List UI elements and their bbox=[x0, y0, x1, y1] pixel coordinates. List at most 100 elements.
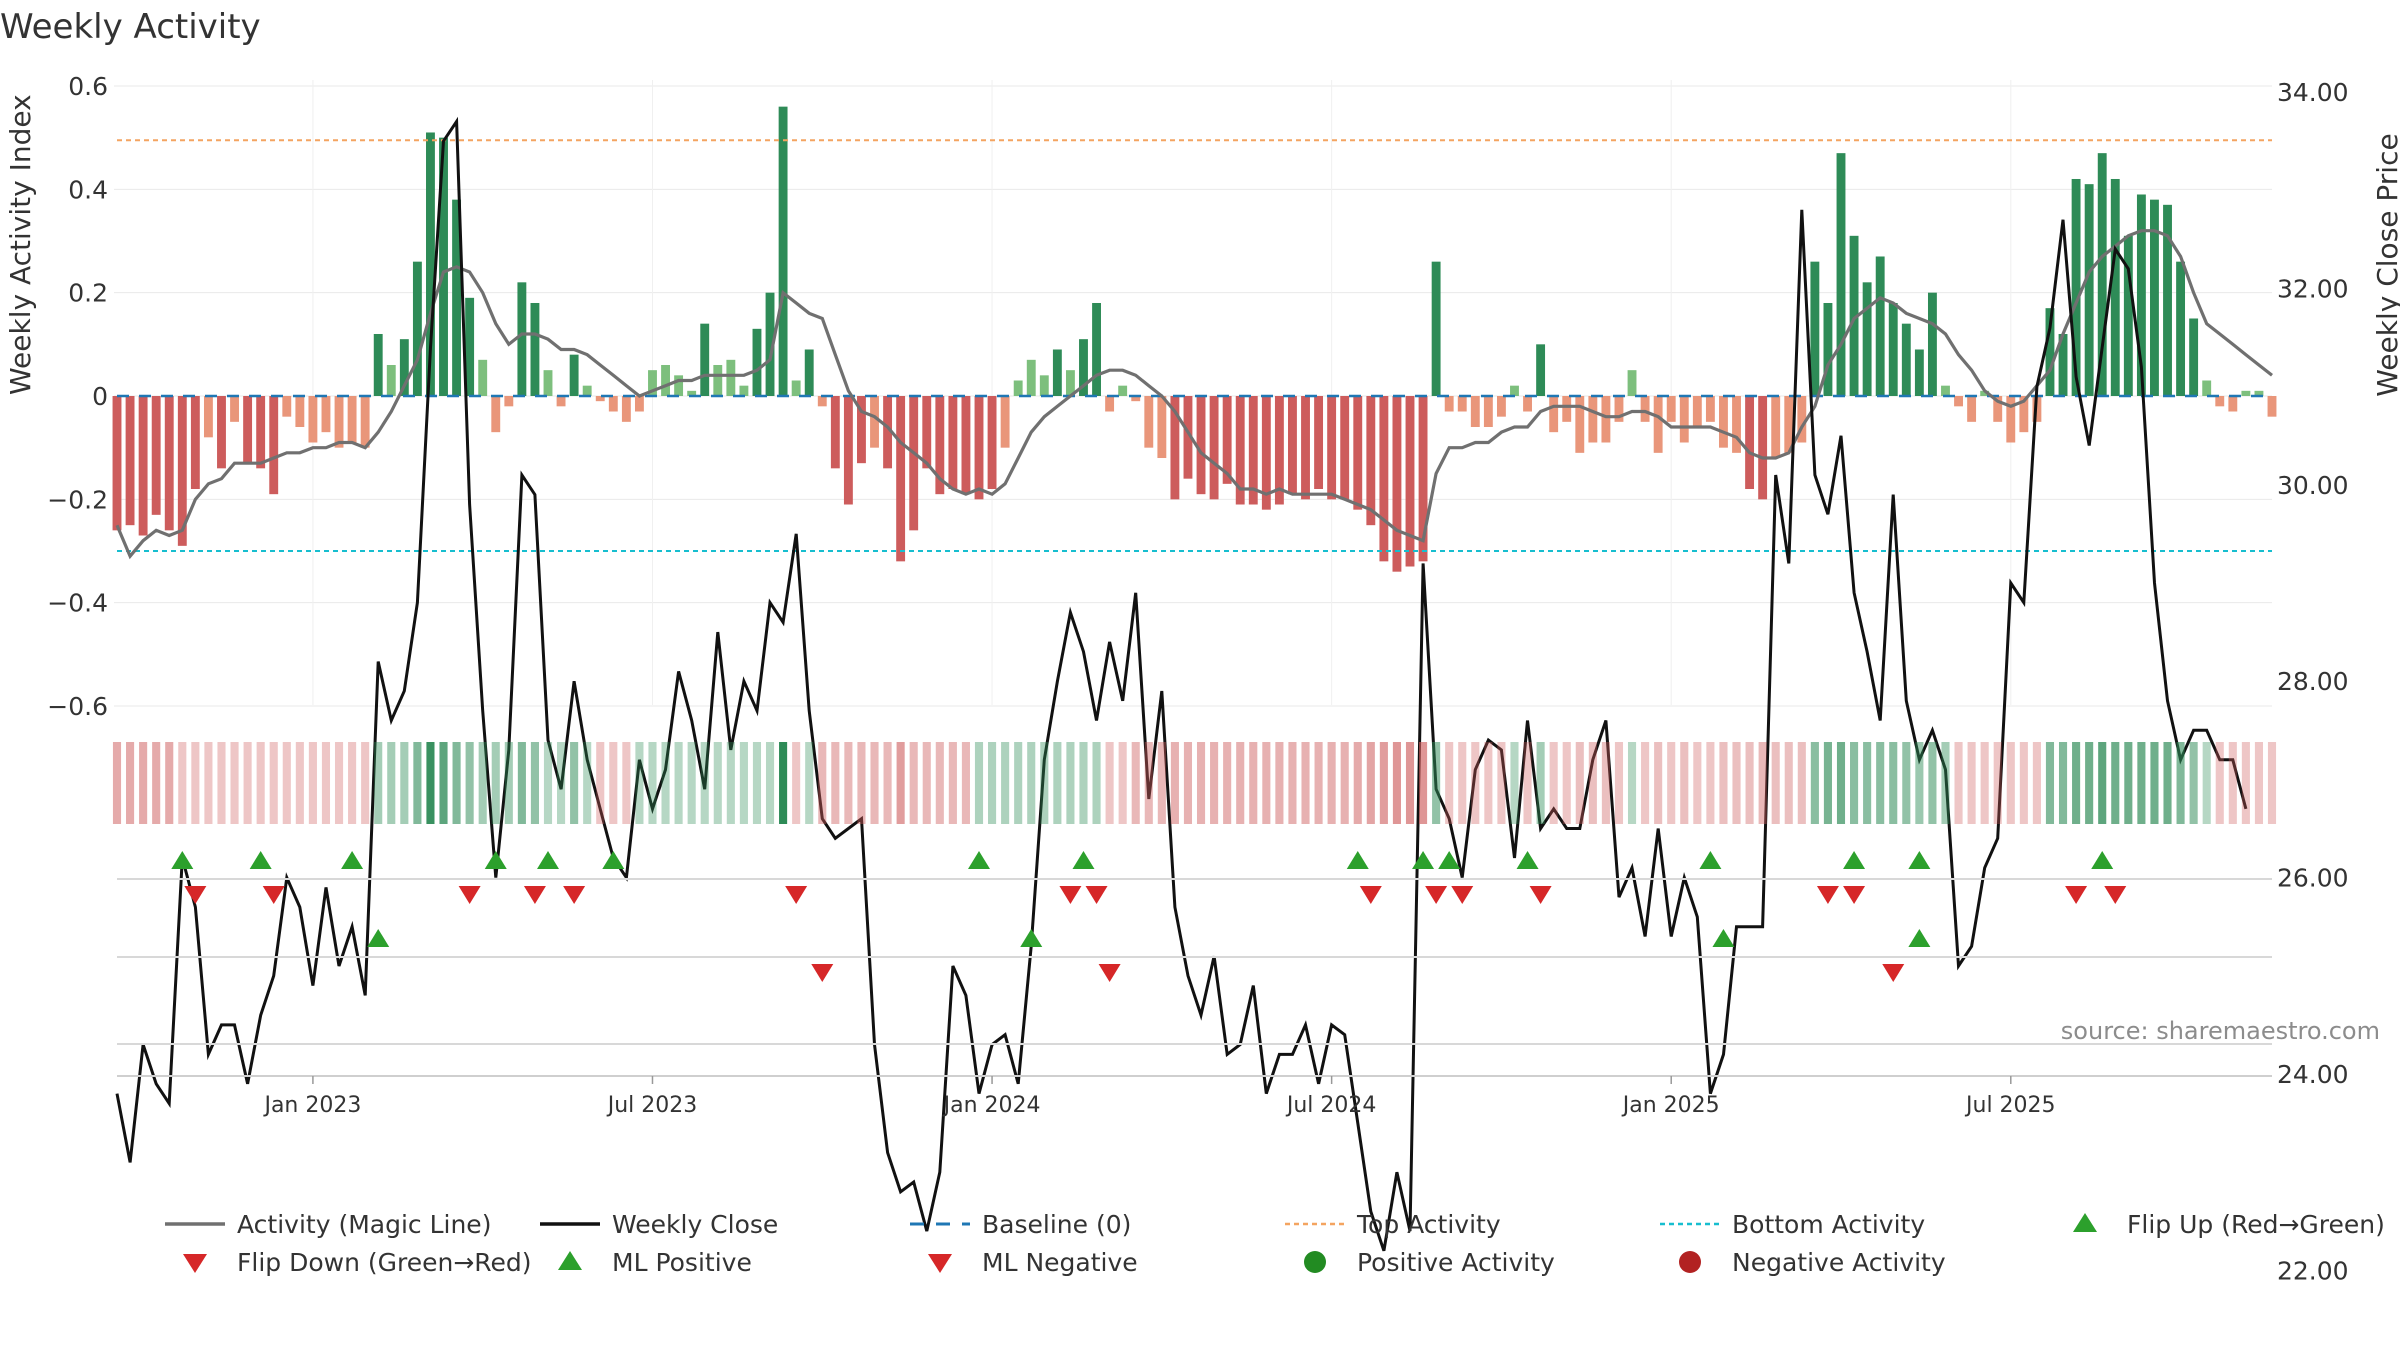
flip-up-marker bbox=[1438, 851, 1461, 869]
flip-up-marker bbox=[1516, 851, 1539, 869]
heat-cell bbox=[2267, 742, 2277, 824]
activity-bar bbox=[1288, 396, 1297, 495]
flip-up-marker bbox=[341, 851, 364, 869]
heat-cell bbox=[1784, 742, 1793, 824]
legend: Activity (Magic Line) Weekly Close Baselin… bbox=[165, 1210, 2385, 1277]
flip-down-marker bbox=[1451, 886, 1474, 904]
activity-bar bbox=[1274, 396, 1284, 505]
activity-bar bbox=[1549, 396, 1559, 433]
heat-cell bbox=[1353, 742, 1362, 824]
heat-cell bbox=[844, 742, 853, 824]
heat-cell bbox=[857, 742, 866, 824]
heat-cell bbox=[896, 742, 905, 824]
activity-bar bbox=[334, 396, 344, 448]
ml-negative-marker bbox=[1882, 964, 1905, 982]
activity-bar bbox=[439, 137, 448, 396]
x-tick-label: Jul 2024 bbox=[1285, 1093, 1377, 1118]
heat-cell bbox=[295, 742, 304, 824]
legend-label: ML Negative bbox=[982, 1248, 1138, 1277]
right-y-axis-label: Weekly Close Price bbox=[2371, 133, 2400, 396]
magic-line bbox=[115, 229, 2273, 560]
heat-cell bbox=[1157, 742, 1166, 824]
activity-bar bbox=[621, 396, 631, 422]
activity-bar bbox=[530, 302, 540, 396]
heat-cell bbox=[308, 742, 317, 824]
heat-cell bbox=[465, 742, 474, 824]
heat-cell bbox=[1170, 742, 1179, 824]
activity-bar bbox=[1562, 396, 1572, 422]
activity-bar bbox=[987, 396, 997, 490]
activity-bar bbox=[1013, 380, 1023, 396]
heat-cell bbox=[1614, 742, 1624, 824]
legend-label: Flip Up (Red→Green) bbox=[2127, 1210, 2385, 1239]
activity-bar bbox=[1483, 396, 1493, 428]
activity-bar bbox=[804, 349, 814, 396]
heat-cell bbox=[413, 742, 422, 824]
heat-cell bbox=[974, 742, 984, 824]
activity-bar bbox=[1784, 396, 1794, 453]
heat-cell bbox=[112, 742, 122, 824]
activity-bar bbox=[2136, 194, 2146, 396]
activity-bar bbox=[2228, 396, 2238, 412]
heat-cell bbox=[2137, 742, 2146, 824]
heat-cell bbox=[1066, 742, 1075, 824]
activity-bar bbox=[1327, 396, 1337, 500]
activity-bar bbox=[2084, 184, 2094, 396]
activity-bar bbox=[778, 106, 788, 396]
activity-bar bbox=[687, 390, 697, 396]
heat-cell bbox=[478, 742, 487, 824]
heat-cell bbox=[570, 742, 579, 824]
right-tick-label: 24.00 bbox=[2277, 1060, 2349, 1089]
heat-cell bbox=[1236, 742, 1245, 824]
ml-negative-marker bbox=[1098, 964, 1121, 982]
series-lines bbox=[115, 116, 2273, 1252]
activity-bar bbox=[190, 396, 200, 490]
heat-cell bbox=[230, 742, 239, 824]
heat-cell bbox=[1484, 742, 1493, 824]
heat-cell bbox=[1536, 742, 1545, 824]
activity-bar bbox=[961, 396, 971, 495]
legend-swatch-up-triangle-icon bbox=[558, 1251, 582, 1270]
heat-cell bbox=[922, 742, 931, 824]
activity-bar bbox=[2176, 261, 2186, 396]
heat-cell bbox=[1562, 742, 1571, 824]
heat-cell bbox=[387, 742, 396, 824]
legend-swatch-down-triangle-icon bbox=[183, 1254, 207, 1273]
activity-bar bbox=[412, 261, 422, 396]
x-tick-label: Jul 2025 bbox=[1964, 1093, 2056, 1118]
ml-positive-marker bbox=[1020, 929, 1043, 947]
activity-bar bbox=[1405, 396, 1415, 567]
x-axis-ticks: Jan 2023 Jul 2023 Jan 2024 Jul 2024 Jan 2025… bbox=[262, 1076, 2056, 1118]
activity-bar bbox=[2071, 178, 2081, 396]
heat-cell bbox=[1314, 742, 1323, 824]
heat-cell bbox=[765, 742, 775, 824]
activity-bar bbox=[752, 328, 762, 396]
heat-cell bbox=[909, 742, 918, 824]
activity-bar bbox=[125, 396, 135, 526]
activity-bar bbox=[347, 396, 357, 443]
activity-bar bbox=[661, 364, 670, 396]
activity-bar bbox=[1941, 385, 1950, 396]
heat-cell bbox=[557, 742, 566, 824]
activity-bar bbox=[1875, 256, 1885, 396]
heat-cell bbox=[2228, 742, 2237, 824]
heat-cell bbox=[2085, 742, 2094, 824]
activity-bar bbox=[1627, 370, 1637, 396]
left-tick-label: 0.6 bbox=[68, 72, 108, 101]
heat-cell bbox=[1131, 742, 1140, 824]
heat-cell bbox=[1497, 742, 1506, 824]
legend-entry: Activity (Magic Line) bbox=[165, 1210, 491, 1239]
flip-down-marker bbox=[2065, 886, 2088, 904]
activity-bar bbox=[1039, 375, 1049, 396]
activity-bar bbox=[765, 292, 775, 396]
activity-bar bbox=[2019, 396, 2029, 433]
heat-cell bbox=[1079, 742, 1088, 824]
activity-bar bbox=[112, 396, 122, 531]
flip-up-marker bbox=[1346, 851, 1369, 869]
heat-cell bbox=[1092, 742, 1101, 824]
activity-bar bbox=[1144, 396, 1154, 448]
heat-cell bbox=[1327, 742, 1336, 824]
activity-bar bbox=[1536, 344, 1546, 396]
activity-bar bbox=[1653, 396, 1663, 453]
activity-bar bbox=[1105, 396, 1115, 412]
